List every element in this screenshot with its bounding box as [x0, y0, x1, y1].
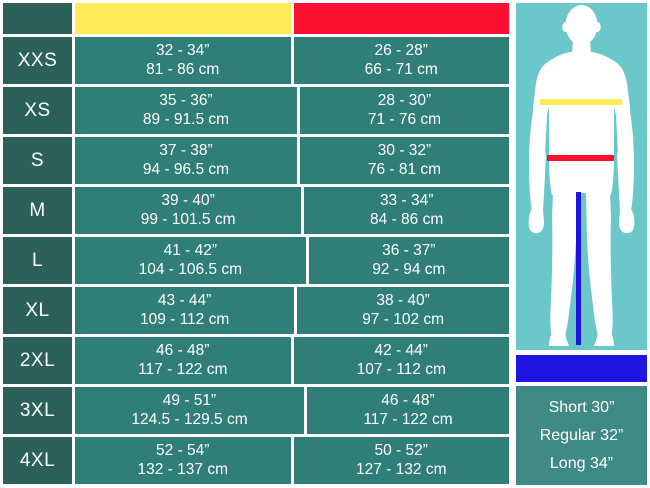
- table-row: XL 43 - 44” 109 - 112 cm 38 - 40” 97 - 1…: [3, 287, 509, 334]
- waist-measure-cell: 26 - 28” 66 - 71 cm: [293, 37, 509, 84]
- chest-inches: 39 - 40”: [161, 192, 215, 210]
- chest-measure-cell: 43 - 44” 109 - 112 cm: [75, 287, 295, 334]
- waist-inches: 42 - 44”: [374, 342, 428, 360]
- table-row: L 41 - 42” 104 - 106.5 cm 36 - 37” 92 - …: [3, 237, 510, 284]
- waist-measure-cell: 38 - 40” 97 - 102 cm: [297, 287, 509, 334]
- waist-inches: 46 - 48”: [381, 392, 435, 410]
- size-label-cell: XS: [3, 87, 72, 134]
- chest-cm: 117 - 122 cm: [138, 360, 228, 378]
- waist-measure-cell: 46 - 48” 117 - 122 cm: [307, 387, 509, 434]
- chest-cm: 94 - 96.5 cm: [142, 160, 230, 178]
- waist-measure-cell: 36 - 37” 92 - 94 cm: [308, 237, 510, 284]
- inseam-length-legend: Short 30” Regular 32” Long 34”: [516, 386, 647, 485]
- waist-cm: 117 - 122 cm: [363, 410, 453, 428]
- waist-cm: 107 - 112 cm: [356, 360, 446, 378]
- waist-measurement-line: [547, 155, 614, 161]
- chest-measure-cell: 41 - 42” 104 - 106.5 cm: [75, 237, 306, 284]
- size-label-cell: XXS: [3, 37, 72, 84]
- male-body-silhouette-icon: [528, 5, 635, 346]
- waist-inches: 38 - 40”: [376, 292, 430, 310]
- waist-inches: 30 - 32”: [377, 142, 432, 160]
- chest-inches: 32 - 34”: [156, 42, 210, 60]
- table-row: 3XL 49 - 51” 124.5 - 129.5 cm 46 - 48” 1…: [3, 387, 509, 434]
- table-row: XS 35 - 36” 89 - 91.5 cm 28 - 30” 71 - 7…: [3, 87, 510, 134]
- chest-cm: 89 - 91.5 cm: [142, 110, 230, 128]
- size-label-cell: XL: [3, 287, 72, 334]
- waist-cm: 84 - 86 cm: [370, 210, 444, 228]
- waist-cm: 66 - 71 cm: [364, 60, 438, 78]
- size-label-cell: 4XL: [3, 437, 72, 484]
- chest-measure-cell: 32 - 34” 81 - 86 cm: [75, 37, 291, 84]
- chest-measure-cell: 46 - 48” 117 - 122 cm: [75, 337, 291, 384]
- waist-cm: 92 - 94 cm: [372, 260, 446, 278]
- chest-measure-cell: 37 - 38” 94 - 96.5 cm: [75, 137, 297, 184]
- figure-stage: [516, 3, 647, 350]
- size-label-cell: 3XL: [3, 387, 72, 434]
- chest-cm: 124.5 - 129.5 cm: [131, 410, 248, 428]
- chest-cm: 132 - 137 cm: [137, 460, 228, 478]
- size-table: XXS 32 - 34” 81 - 86 cm 26 - 28” 66 - 71…: [3, 3, 510, 485]
- waist-measure-cell: 28 - 30” 71 - 76 cm: [299, 87, 510, 134]
- waist-inches: 33 - 34”: [379, 192, 434, 210]
- chest-measure-cell: 49 - 51” 124.5 - 129.5 cm: [75, 387, 304, 434]
- waist-inches: 26 - 28”: [374, 42, 428, 60]
- waist-column-header: [293, 3, 509, 34]
- chest-measure-cell: 39 - 40” 99 - 101.5 cm: [75, 187, 302, 234]
- table-header-row: [3, 3, 509, 34]
- table-row: M 39 - 40” 99 - 101.5 cm 33 - 34” 84 - 8…: [3, 187, 510, 234]
- size-label-cell: 2XL: [3, 337, 72, 384]
- waist-inches: 28 - 30”: [377, 92, 432, 110]
- waist-measure-cell: 30 - 32” 76 - 81 cm: [299, 137, 510, 184]
- waist-measure-cell: 50 - 52” 127 - 132 cm: [293, 437, 509, 484]
- inseam-regular-label: Regular 32”: [539, 426, 624, 444]
- size-label-cell: M: [3, 187, 72, 234]
- chest-inches: 43 - 44”: [157, 292, 212, 310]
- measurement-figure-panel: [516, 3, 647, 485]
- waist-cm: 76 - 81 cm: [367, 160, 442, 178]
- table-row: 4XL 52 - 54” 132 - 137 cm 50 - 52” 127 -…: [3, 437, 509, 484]
- chest-column-header: [75, 3, 291, 34]
- size-label-cell: S: [3, 137, 72, 184]
- waist-measure-cell: 42 - 44” 107 - 112 cm: [293, 337, 509, 384]
- chest-inches: 52 - 54”: [156, 442, 210, 460]
- inseam-short-label: Short 30”: [548, 398, 615, 416]
- chest-measure-cell: 52 - 54” 132 - 137 cm: [75, 437, 291, 484]
- chest-inches: 35 - 36”: [159, 92, 213, 110]
- waist-cm: 71 - 76 cm: [367, 110, 442, 128]
- table-row: S 37 - 38” 94 - 96.5 cm 30 - 32” 76 - 81…: [3, 137, 510, 184]
- chest-cm: 109 - 112 cm: [139, 310, 230, 328]
- chest-measure-cell: 35 - 36” 89 - 91.5 cm: [75, 87, 297, 134]
- chest-inches: 41 - 42”: [163, 242, 217, 260]
- inseam-long-label: Long 34”: [549, 454, 614, 472]
- waist-measure-cell: 33 - 34” 84 - 86 cm: [304, 187, 510, 234]
- chest-measurement-line: [540, 99, 622, 105]
- table-corner-cell: [3, 3, 72, 34]
- size-label-cell: L: [3, 237, 72, 284]
- chest-inches: 37 - 38”: [159, 142, 213, 160]
- table-row: XXS 32 - 34” 81 - 86 cm 26 - 28” 66 - 71…: [3, 37, 509, 84]
- inseam-color-bar: [516, 355, 647, 382]
- table-row: 2XL 46 - 48” 117 - 122 cm 42 - 44” 107 -…: [3, 337, 509, 384]
- chest-inches: 46 - 48”: [156, 342, 210, 360]
- chest-cm: 81 - 86 cm: [146, 60, 220, 78]
- chest-inches: 49 - 51”: [162, 392, 217, 410]
- waist-inches: 50 - 52”: [374, 442, 428, 460]
- inseam-measurement-line: [576, 192, 581, 345]
- waist-cm: 97 - 102 cm: [362, 310, 445, 328]
- waist-inches: 36 - 37”: [382, 242, 436, 260]
- chest-cm: 99 - 101.5 cm: [140, 210, 236, 228]
- chest-cm: 104 - 106.5 cm: [138, 260, 242, 278]
- waist-cm: 127 - 132 cm: [356, 460, 447, 478]
